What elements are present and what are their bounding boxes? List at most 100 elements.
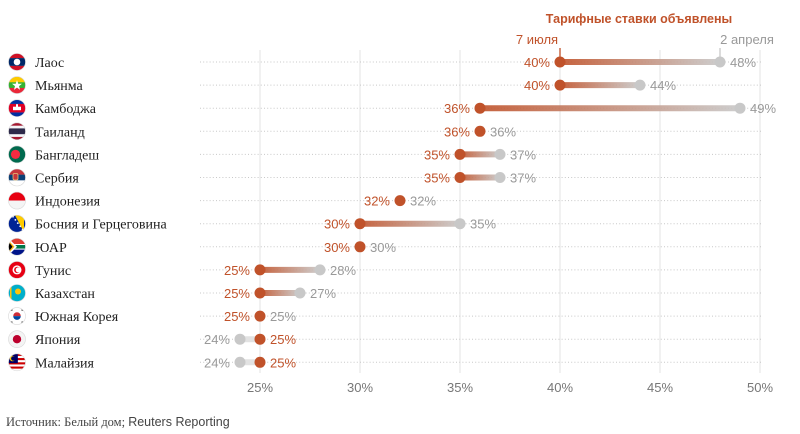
chart-row: Камбоджа 36% 49% [8, 99, 776, 117]
july-value-label: 36% [444, 124, 470, 139]
april-dot [494, 172, 506, 183]
july-dot [354, 241, 366, 253]
july-value-label: 25% [270, 332, 296, 347]
country-label: ЮАР [35, 241, 67, 256]
april-value-label: 25% [270, 309, 296, 324]
april-value-label: 37% [510, 147, 536, 162]
chart-row: Бангладеш 35% 37% [8, 145, 762, 163]
july-value-label: 25% [224, 309, 250, 324]
chart-row: Япония 25% 24% [8, 330, 762, 348]
chart-row: ЮАР 30% 30% [8, 238, 762, 256]
country-label: Таиланд [35, 125, 85, 140]
april-dot [234, 333, 246, 345]
source-text: Источник: Белый дом; [6, 415, 129, 429]
laos-flag [8, 53, 26, 71]
april-value-label: 27% [310, 286, 336, 301]
july-value-label: 40% [524, 78, 550, 93]
japan-flag [8, 330, 26, 348]
x-tick-label: 25% [247, 380, 273, 395]
chart-header: Тарифные ставки объявлены 7 июля 2 апрел… [516, 12, 774, 47]
south-africa-flag [8, 238, 26, 256]
july-value-label: 25% [270, 355, 296, 370]
tunisia-flag [8, 261, 26, 279]
july-dot [394, 195, 406, 207]
country-label: Япония [35, 333, 81, 348]
x-tick-label: 45% [647, 380, 673, 395]
grid-lines [259, 48, 761, 373]
chart-row: Таиланд 36% 36% [8, 122, 762, 140]
july-dot [254, 264, 266, 276]
source-note: Источник: Белый дом; Reuters Reporting [6, 415, 230, 430]
april-value-label: 24% [204, 355, 230, 370]
april-dot [454, 218, 466, 230]
malaysia-flag [8, 353, 26, 371]
chart-row: Малайзия 25% 24% [8, 353, 762, 371]
chart-row: Тунис 25% 28% [8, 261, 762, 279]
april-dot [634, 79, 646, 91]
july-dot [254, 333, 266, 345]
country-label: Камбоджа [35, 102, 97, 117]
cambodia-flag [8, 99, 26, 117]
april-value-label: 30% [370, 240, 396, 255]
april-value-label: 44% [650, 78, 676, 93]
x-tick-label: 40% [547, 380, 573, 395]
legend-july: 7 июля [516, 32, 558, 47]
bosnia-flag [8, 215, 26, 233]
chart-rows: Лаос 40% 48% Мьянма 40% 44% Камбоджа 36% 49% Таил… [8, 53, 776, 371]
country-label: Казахстан [35, 287, 95, 302]
april-dot [714, 56, 726, 68]
indonesia-flag [8, 192, 26, 210]
july-dot [254, 356, 266, 368]
country-label: Лаос [35, 56, 64, 71]
country-label: Сербия [35, 172, 79, 187]
country-label: Индонезия [35, 195, 101, 210]
july-value-label: 40% [524, 55, 550, 70]
x-tick-label: 50% [747, 380, 773, 395]
thailand-flag [8, 122, 26, 140]
x-axis-ticks: 25% 30% 35% 40% 45% 50% [247, 380, 773, 395]
july-dot [254, 287, 266, 299]
april-value-label: 32% [410, 194, 436, 209]
april-dot [234, 356, 246, 368]
april-value-label: 49% [750, 101, 776, 116]
chart-title: Тарифные ставки объявлены [546, 12, 732, 26]
myanmar-flag [8, 76, 26, 94]
bangladesh-flag [8, 145, 26, 163]
july-dot [354, 218, 366, 230]
country-label: Бангладеш [35, 148, 99, 163]
chart-row: Мьянма 40% 44% [8, 76, 762, 94]
july-dot [554, 79, 566, 91]
july-value-label: 35% [424, 171, 450, 186]
april-dot [494, 148, 506, 160]
chart-row: Индонезия 32% 32% [8, 191, 762, 210]
april-value-label: 35% [470, 217, 496, 232]
chart-row: Сербия 35% 37% [8, 168, 762, 187]
july-dot [474, 102, 486, 114]
july-dot [254, 310, 266, 322]
kazakhstan-flag [8, 284, 26, 302]
april-dot [294, 287, 306, 299]
april-value-label: 28% [330, 263, 356, 278]
country-label: Тунис [35, 264, 71, 279]
chart-row: Казахстан 25% 27% [8, 284, 762, 302]
country-label: Босния и Герцеговина [35, 218, 167, 233]
source-brand: Reuters Reporting [128, 415, 230, 429]
country-label: Малайзия [35, 356, 95, 371]
legend-april: 2 апреля [720, 32, 774, 47]
july-dot [554, 56, 566, 68]
april-value-label: 36% [490, 124, 516, 139]
april-value-label: 48% [730, 55, 756, 70]
july-value-label: 35% [424, 147, 450, 162]
chart-row: Южная Корея 25% 25% [8, 307, 762, 325]
july-value-label: 32% [364, 194, 390, 209]
x-tick-label: 30% [347, 380, 373, 395]
country-label: Южная Корея [35, 310, 119, 325]
july-dot [454, 148, 466, 160]
july-value-label: 30% [324, 240, 350, 255]
country-label: Мьянма [35, 79, 84, 94]
april-dot [314, 264, 326, 276]
serbia-flag [8, 169, 26, 186]
april-value-label: 24% [204, 332, 230, 347]
july-dot [474, 125, 486, 137]
